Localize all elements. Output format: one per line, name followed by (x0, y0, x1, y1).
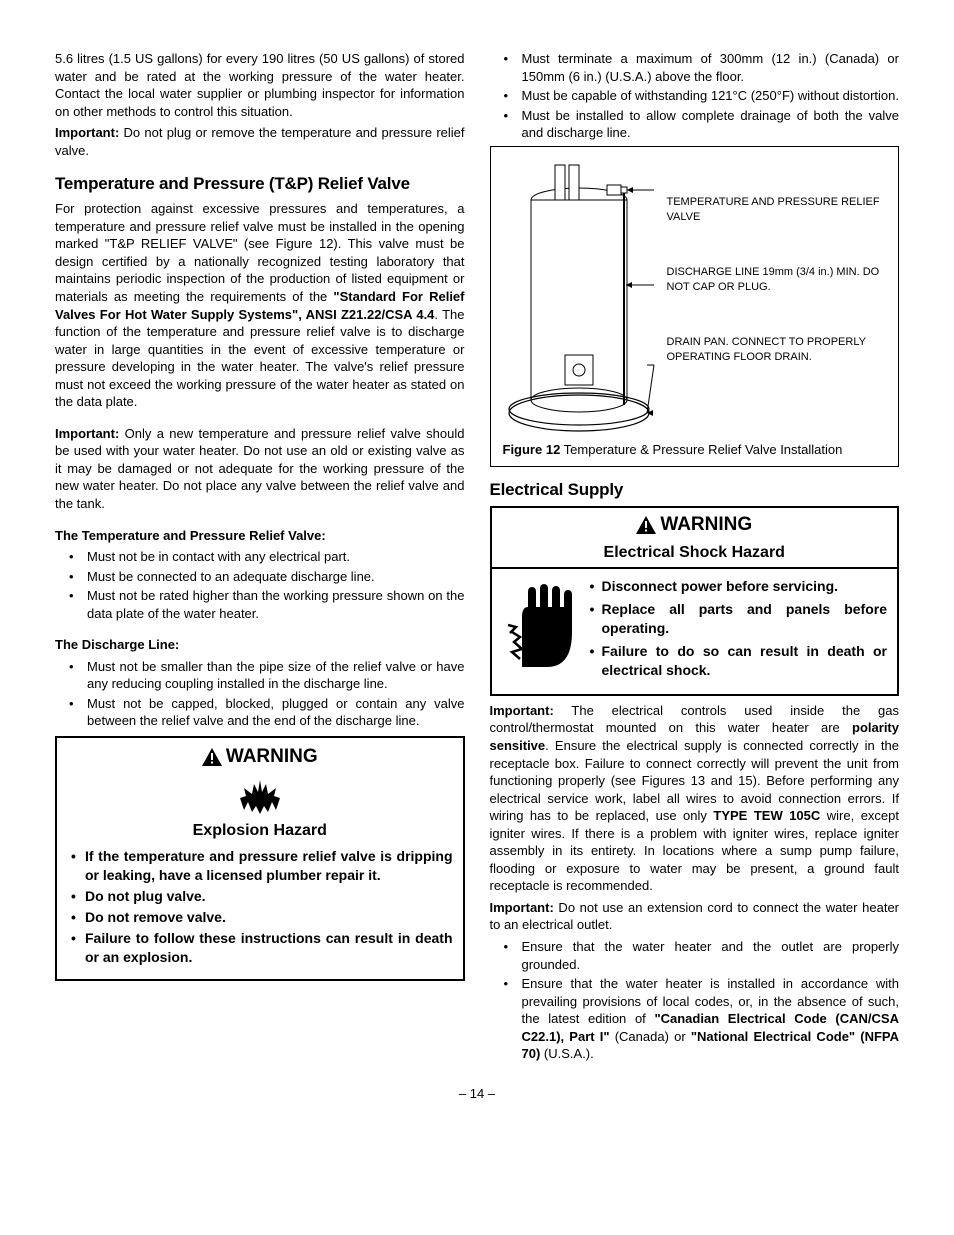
right-column: Must terminate a maximum of 300mm (12 in… (490, 50, 900, 1067)
fig-label-valve: TEMPERATURE AND PRESSURE RELIEF VALVE (667, 195, 891, 225)
warning-electrical: WARNING Electrical Shock Hazard Disconne… (490, 506, 900, 696)
list-item: If the temperature and pressure relief v… (67, 847, 453, 885)
list-item: Must not be capped, blocked, plugged or … (55, 695, 465, 730)
fig-label-drain: DRAIN PAN. CONNECT TO PROPERLY OPERATING… (667, 335, 891, 365)
list-item: Must be capable of withstanding 121°C (2… (490, 87, 900, 105)
elec-para-1: Important: The electrical controls used … (490, 702, 900, 895)
valve-bullets: Must not be in contact with any electric… (55, 548, 465, 622)
discharge-bullets: Must not be smaller than the pipe size o… (55, 658, 465, 730)
figure-12: TEMPERATURE AND PRESSURE RELIEF VALVE DI… (490, 146, 900, 468)
list-item: Must not be smaller than the pipe size o… (55, 658, 465, 693)
warning-bullets: Disconnect power before servicing. Repla… (590, 577, 888, 683)
list-item: Must be installed to allow complete drai… (490, 107, 900, 142)
important-label: Important: (490, 900, 554, 915)
fig-num: Figure 12 (503, 442, 561, 457)
list-item: Failure to do so can result in death or … (590, 642, 888, 680)
important-1: Important: Do not plug or remove the tem… (55, 124, 465, 159)
important-label: Important: (490, 703, 554, 718)
explosion-icon (230, 776, 290, 816)
list-item: Do not remove valve. (67, 908, 453, 927)
list-item: Ensure that the water heater is installe… (490, 975, 900, 1063)
list-item: Disconnect power before servicing. (590, 577, 888, 596)
list-item: Do not plug valve. (67, 887, 453, 906)
fig-cap-text: Temperature & Pressure Relief Valve Inst… (560, 442, 842, 457)
heading-valve-req: The Temperature and Pressure Relief Valv… (55, 527, 465, 545)
elec-para-2: Important: Do not use an extension cord … (490, 899, 900, 934)
list-item: Must not be in contact with any electric… (55, 548, 465, 566)
fig-label-discharge: DISCHARGE LINE 19mm (3/4 in.) MIN. DO NO… (667, 265, 891, 295)
page-number: – 14 – (55, 1085, 899, 1103)
important-label: Important: (55, 125, 119, 140)
list-item: Must not be rated higher than the workin… (55, 587, 465, 622)
water-heater-diagram (499, 155, 659, 435)
important-2: Important: Only a new temperature and pr… (55, 425, 465, 513)
warning-title: WARNING (502, 512, 888, 538)
warning-hazard-title: Electrical Shock Hazard (502, 542, 888, 564)
warning-explosion: WARNING Explosion Hazard If the temperat… (55, 736, 465, 981)
figure-labels: TEMPERATURE AND PRESSURE RELIEF VALVE DI… (667, 155, 891, 435)
heading-tp-valve: Temperature and Pressure (T&P) Relief Va… (55, 173, 465, 196)
heading-discharge-line: The Discharge Line: (55, 636, 465, 654)
warning-bullets: If the temperature and pressure relief v… (67, 847, 453, 966)
warning-label: WARNING (660, 512, 752, 538)
list-item: Replace all parts and panels before oper… (590, 600, 888, 638)
important2-label: Important: (55, 426, 119, 441)
list-item: Must terminate a maximum of 300mm (12 in… (490, 50, 900, 85)
list-item: Ensure that the water heater and the out… (490, 938, 900, 973)
warning-title: WARNING (67, 744, 453, 770)
shock-hand-icon (502, 577, 582, 672)
elec-bullets: Ensure that the water heater and the out… (490, 938, 900, 1063)
figure-caption: Figure 12 Temperature & Pressure Relief … (499, 441, 891, 459)
tp-para-1: For protection against excessive pressur… (55, 200, 465, 411)
warning-label: WARNING (226, 744, 318, 770)
warning-hazard-title: Explosion Hazard (67, 820, 453, 842)
heading-electrical: Electrical Supply (490, 479, 900, 502)
left-column: 5.6 litres (1.5 US gallons) for every 19… (55, 50, 465, 1067)
list-item: Failure to follow these instructions can… (67, 929, 453, 967)
top-bullets: Must terminate a maximum of 300mm (12 in… (490, 50, 900, 142)
warning-triangle-icon (636, 516, 656, 534)
warning-triangle-icon (202, 748, 222, 766)
list-item: Must be connected to an adequate dischar… (55, 568, 465, 586)
intro-para: 5.6 litres (1.5 US gallons) for every 19… (55, 50, 465, 120)
